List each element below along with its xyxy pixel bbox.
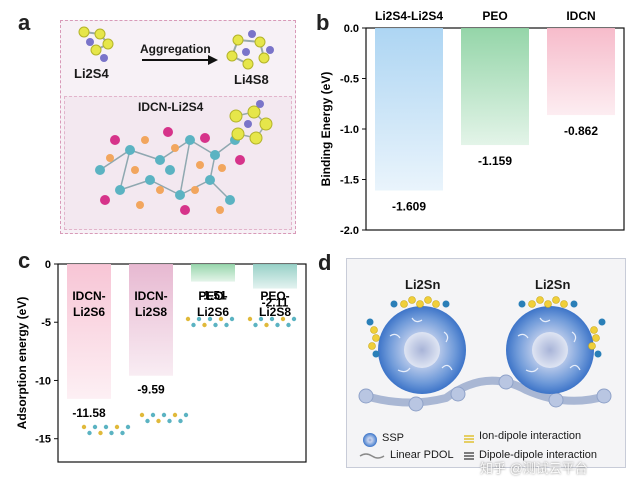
chart-c-molecule-atom	[269, 316, 275, 322]
chart-b-ylabel: Binding Energy (eV)	[319, 72, 333, 187]
chart-c-molecule-atom	[286, 322, 291, 328]
chart-c-molecule-atom	[103, 424, 109, 430]
label-li2sn-right: Li2Sn	[535, 277, 571, 292]
legend-linear-icon	[359, 453, 385, 459]
chart-c-molecule-atom	[87, 430, 92, 436]
chart-b-bar	[547, 28, 615, 116]
chart-c-ytick-label: -15	[35, 434, 51, 446]
chart-c-value-label: -1.51	[199, 289, 227, 303]
chart-c-molecule-atom	[114, 424, 120, 430]
chart-c-molecule-atom	[247, 316, 253, 322]
chart-c-ytick-label: -10	[35, 375, 51, 387]
legend-dipole-dipole-icon	[464, 452, 474, 460]
chart-b-bar	[461, 28, 529, 146]
chart-c-molecule-atom	[224, 322, 229, 328]
chart-c-molecule-atom	[120, 430, 125, 436]
chart-c-molecule-atom	[167, 418, 172, 424]
chart-binding-energy: 0.0 -0.5 -1.0 -1.5 -2.0 Binding Energy (eV) -1…	[319, 9, 625, 237]
chart-c-bar	[129, 264, 173, 376]
chart-c-molecule-atom	[185, 316, 191, 322]
chart-c-category-label: PEO-Li2S6	[197, 289, 229, 319]
chart-b-ytick-label: -0.5	[340, 74, 359, 86]
chart-c-molecule-atom	[280, 316, 286, 322]
chart-c-molecule-atom	[109, 430, 114, 436]
chart-c-molecule-atom	[275, 322, 280, 328]
li4s8-molecule	[226, 30, 274, 70]
chart-b-value-label: -1.159	[478, 154, 512, 168]
chart-c-category-label: PEO-Li2S8	[259, 289, 291, 319]
label-li2sn-left: Li2Sn	[405, 277, 441, 292]
chart-c-value-label: -9.59	[137, 383, 165, 397]
legend-ion-dipole-icon	[464, 435, 474, 443]
chart-c-ytick-label: -5	[41, 317, 51, 329]
label-li4s8: Li4S8	[234, 72, 269, 87]
chart-b-bar	[375, 28, 443, 191]
chart-c-bar	[253, 264, 297, 289]
pdol-chain	[362, 376, 610, 407]
idcn-li2s4-complex	[95, 100, 273, 215]
chart-c-molecule-atom	[291, 316, 297, 322]
chart-b-value-label: -0.862	[564, 124, 598, 138]
chart-c-molecule-atom	[183, 412, 189, 418]
chart-b-value-label: -1.609	[392, 200, 426, 214]
chart-c-molecule-atom	[264, 322, 269, 328]
label-li2s4: Li2S4	[74, 66, 109, 81]
chart-c-value-label: -2.11	[262, 296, 289, 310]
chart-c-molecule-atom	[196, 316, 202, 322]
chart-c-molecule-atom	[253, 322, 258, 328]
label-idcn-li2s4: IDCN-Li2S4	[138, 100, 204, 114]
chart-c-molecule-atom	[213, 322, 218, 328]
chart-adsorption-energy: 0 -5 -10 -15 Adsorption energy (eV) IDCN-Li2S…	[15, 259, 307, 463]
chart-c-molecule-atom	[202, 322, 207, 328]
chart-c-molecule-atom	[81, 424, 87, 430]
label-aggregation: Aggregation	[140, 42, 211, 56]
chart-c-molecule-atom	[161, 412, 167, 418]
ssp-sphere-left	[378, 306, 466, 394]
watermark: 知乎 @测试云平台	[480, 461, 588, 476]
chart-c-value-label: -11.58	[72, 406, 106, 420]
chart-c-molecule-atom	[156, 418, 161, 424]
li2sn-chains	[368, 296, 600, 350]
chart-c-frame	[57, 263, 307, 463]
chart-c-ylabel: Adsorption energy (eV)	[15, 297, 29, 430]
chart-c-category-label: IDCN-Li2S8	[134, 289, 167, 319]
panel-d-schematic	[358, 296, 612, 460]
chart-c-bar	[191, 264, 235, 282]
chart-c-molecule-atom	[125, 424, 131, 430]
legend-dipole-dipole-label: Dipole-dipole interaction	[479, 449, 598, 461]
chart-c-molecule-atom	[98, 430, 103, 436]
chart-b-ytick-label: -1.5	[340, 175, 359, 187]
panel-c-letter: c	[18, 248, 31, 273]
chart-c-molecule-atom	[229, 316, 235, 322]
panel-a-letter: a	[18, 10, 31, 35]
chart-b-category-label: Li2S4-Li2S4	[375, 9, 443, 23]
chart-c-molecule-atom	[139, 412, 145, 418]
legend-ion-dipole-label: Ion-dipole interaction	[479, 430, 582, 442]
chart-c-bar	[67, 264, 111, 399]
panel-b-letter: b	[316, 10, 330, 35]
chart-c-molecule-atom	[92, 424, 98, 430]
chart-c-molecule-atom	[258, 316, 264, 322]
chart-c-molecule-atom	[191, 322, 196, 328]
chart-c-molecule-atom	[150, 412, 156, 418]
li2s4-molecule	[78, 26, 114, 62]
chart-c-molecule-atom	[207, 316, 213, 322]
panel-d-letter: d	[318, 250, 332, 275]
chart-b-ytick-label: -1.0	[340, 124, 359, 136]
legend-ssp-label: SSP	[382, 432, 405, 444]
chart-b-ytick-label: 0.0	[344, 23, 359, 35]
legend-linear-label: Linear PDOL	[390, 449, 454, 461]
ssp-sphere-right	[506, 306, 594, 394]
chart-c-ytick-label: 0	[45, 259, 51, 271]
chart-c-molecule-atom	[172, 412, 178, 418]
chart-b-category-label: PEO	[482, 9, 507, 23]
panel-a-molecules	[78, 26, 274, 215]
chart-b-ytick-label: -2.0	[340, 225, 359, 237]
legend-ssp-icon	[363, 433, 377, 447]
chart-c-molecule-atom	[145, 418, 150, 424]
chart-b-category-label: IDCN	[566, 9, 595, 23]
chart-c-molecule-atom	[178, 418, 183, 424]
chart-c-category-label: IDCN-Li2S6	[72, 289, 105, 319]
chart-c-molecule-atom	[218, 316, 224, 322]
